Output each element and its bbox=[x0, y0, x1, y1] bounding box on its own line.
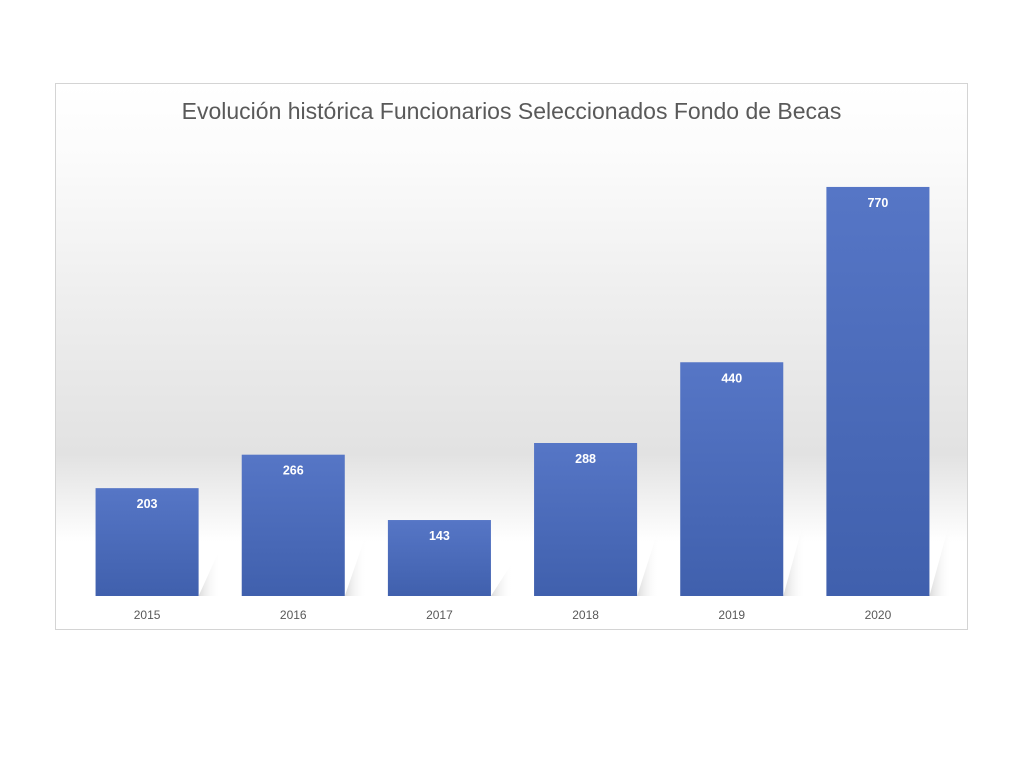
data-label-2018: 288 bbox=[575, 452, 596, 466]
bar-shadow-2017 bbox=[490, 561, 513, 596]
x-tick-label-2016: 2016 bbox=[280, 608, 307, 622]
bar-shadow-2015 bbox=[198, 547, 221, 596]
x-tick-label-2015: 2015 bbox=[134, 608, 161, 622]
bar-2016 bbox=[241, 454, 345, 596]
bar-2015 bbox=[95, 488, 199, 596]
x-tick-label-2020: 2020 bbox=[865, 608, 892, 622]
bar-2018 bbox=[534, 443, 638, 596]
bar-shadow-2020 bbox=[929, 516, 952, 596]
bar-shadow-2016 bbox=[344, 532, 367, 596]
x-tick-label-2018: 2018 bbox=[572, 608, 599, 622]
data-label-2016: 266 bbox=[283, 464, 304, 478]
data-label-2017: 143 bbox=[429, 529, 450, 543]
bar-2017 bbox=[387, 520, 491, 596]
chart-title: Evolución histórica Funcionarios Selecci… bbox=[181, 98, 842, 124]
x-tick-label-2017: 2017 bbox=[426, 608, 453, 622]
plot-area: 203 266 143 288 440 770 2015 2016 2017 2018 2019 2… bbox=[95, 186, 952, 622]
x-tick-label-2019: 2019 bbox=[718, 608, 745, 622]
bar-2019 bbox=[680, 362, 784, 596]
data-label-2020: 770 bbox=[867, 196, 888, 210]
chart-area: Evolución histórica Funcionarios Selecci… bbox=[55, 83, 968, 630]
bar-shadow-2019 bbox=[783, 516, 806, 596]
data-label-2019: 440 bbox=[721, 371, 742, 385]
bar-shadow-2018 bbox=[637, 527, 660, 596]
bar-2020 bbox=[826, 186, 930, 596]
data-label-2015: 203 bbox=[137, 497, 158, 511]
